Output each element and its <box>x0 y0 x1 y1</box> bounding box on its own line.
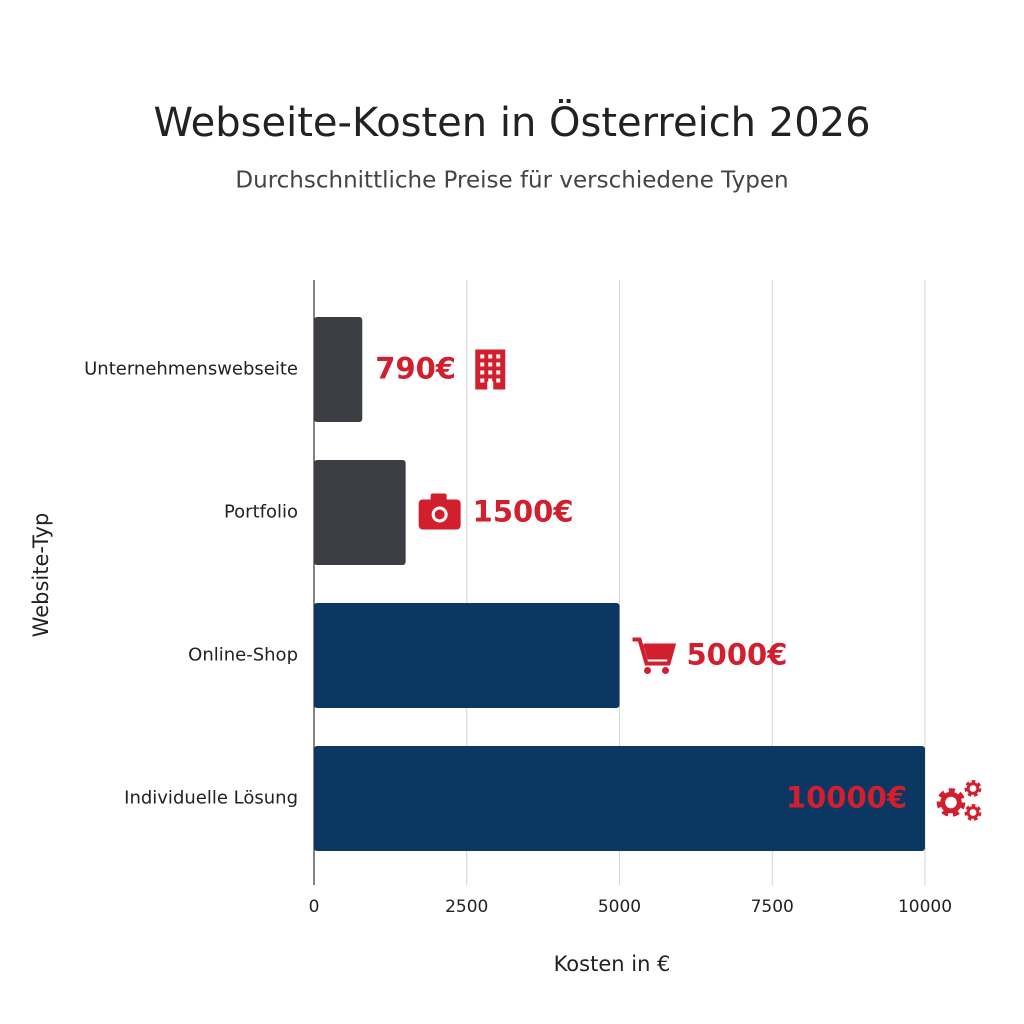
icon-window <box>496 362 501 367</box>
icon-window <box>488 362 493 367</box>
value-label: 5000€ <box>687 638 788 672</box>
x-tick-label: 0 <box>309 897 320 917</box>
icon-wheel <box>662 667 669 674</box>
icon-gear <box>964 780 982 797</box>
y-tick-label: Unternehmenswebseite <box>84 359 298 380</box>
icon-window <box>480 362 485 367</box>
x-tick-label: 7500 <box>751 897 794 917</box>
y-tick-label: Portfolio <box>224 502 298 523</box>
bar-annotation: 10000€ <box>786 780 982 821</box>
icon-lens-inner <box>434 509 445 520</box>
icon-window <box>488 378 493 383</box>
icon-window <box>480 354 485 359</box>
x-tick-label: 2500 <box>445 897 488 917</box>
bar <box>314 460 406 565</box>
y-tick-label: Online-Shop <box>188 645 298 666</box>
bar-annotation: 1500€ <box>418 493 574 530</box>
icon-window <box>496 370 501 375</box>
y-tick-label: Individuelle Lösung <box>124 788 298 809</box>
x-tick-label: 5000 <box>598 897 641 917</box>
icon-gear <box>964 804 982 821</box>
icon-window <box>480 378 485 383</box>
icon-window <box>488 354 493 359</box>
icon-gear <box>936 788 966 817</box>
icon-gear-hub <box>966 782 980 795</box>
bar-annotation: 5000€ <box>632 637 788 674</box>
icon-window <box>496 354 501 359</box>
bar-annotation: 790€ <box>375 349 506 390</box>
icon-camera-top <box>430 493 447 502</box>
bars: 790€ 1500€ 5000€ 10000€ <box>314 317 982 851</box>
value-label: 10000€ <box>786 781 907 815</box>
icon-cart-body <box>643 645 673 660</box>
icon-gear-hub <box>966 806 980 819</box>
value-label: 790€ <box>375 352 456 386</box>
chart-title: Webseite-Kosten in Österreich 2026 <box>153 98 870 146</box>
icon-gear-hub <box>940 791 962 814</box>
icon-window <box>496 378 501 383</box>
y-axis-label: Website-Typ <box>29 513 53 638</box>
icon-window <box>488 370 493 375</box>
x-axis-label: Kosten in € <box>554 952 671 976</box>
bar <box>314 317 363 422</box>
value-label: 1500€ <box>473 495 574 529</box>
x-tick-label: 10000 <box>898 897 952 917</box>
icon-wheel <box>644 667 651 674</box>
icon-door <box>487 381 494 390</box>
chart-subtitle: Durchschnittliche Preise für verschieden… <box>235 168 788 194</box>
bar <box>314 746 925 851</box>
icon-window <box>480 370 485 375</box>
bar <box>314 603 620 708</box>
